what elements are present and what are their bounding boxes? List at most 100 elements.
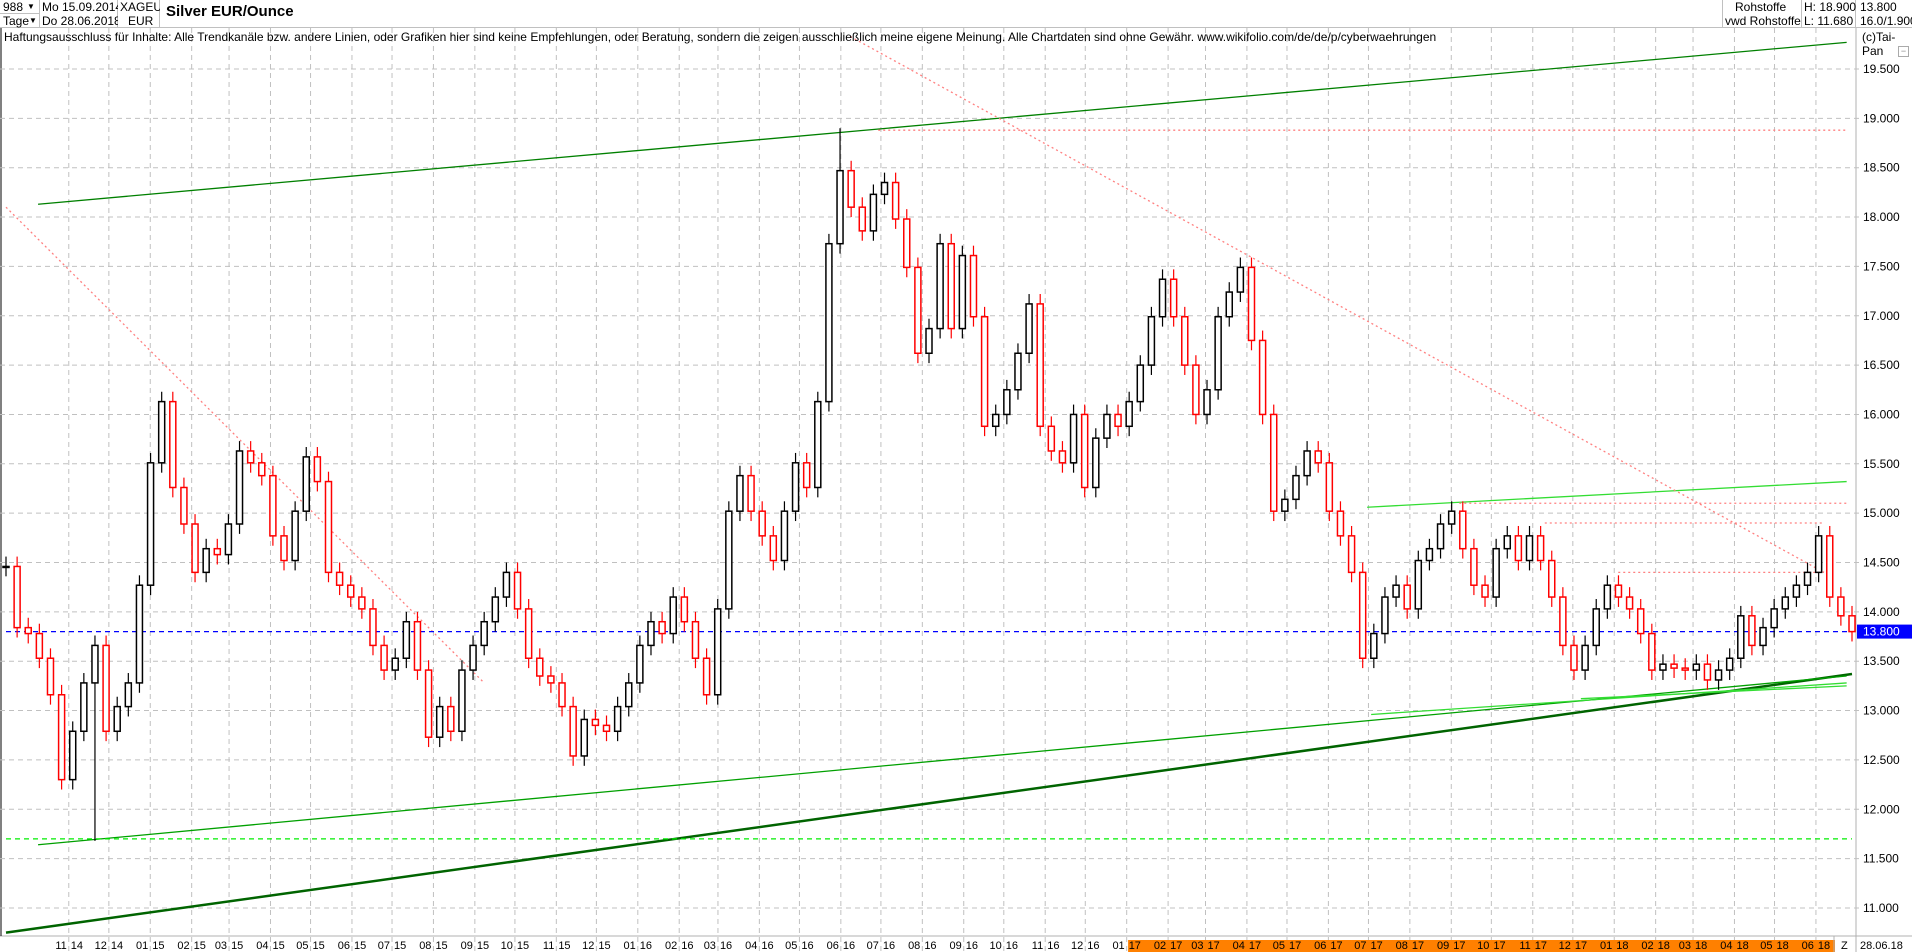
candle: [1414, 550, 1423, 619]
candle-body: [280, 535, 288, 562]
candle: [46, 648, 55, 705]
candle-body: [1192, 364, 1200, 416]
candle: [447, 696, 455, 742]
candle: [1425, 538, 1434, 571]
candle: [1525, 525, 1534, 571]
x-tick-month: 12: [1071, 940, 1083, 952]
x-tick-month: 10: [501, 940, 513, 952]
x-tick-year: 18: [1616, 940, 1628, 952]
x-tick-year: 18: [1736, 940, 1748, 952]
candle: [480, 611, 488, 656]
x-tick-year: 15: [194, 940, 206, 952]
candle-body: [1047, 425, 1056, 452]
candle-body: [1169, 278, 1178, 318]
x-axis: 11 14 12 14 01 15 02 15 03 15 04 15 05 15 06 15 07 15 08 15…: [55, 936, 1903, 952]
candle-body: [847, 169, 855, 208]
x-tick-year: 16: [681, 940, 693, 952]
period-count-select[interactable]: 988 ▼: [0, 0, 40, 14]
candle: [1547, 550, 1556, 607]
candle-body: [324, 480, 333, 574]
candle: [1336, 501, 1345, 546]
candle: [1225, 282, 1234, 327]
candle: [980, 306, 989, 437]
candle: [1814, 525, 1823, 583]
candle-body: [135, 584, 144, 684]
y-tick-label: 15.000: [1863, 506, 1900, 520]
x-tick-year: 15: [272, 940, 284, 952]
candle: [1103, 404, 1111, 449]
candle: [925, 318, 933, 364]
candle-body: [1370, 632, 1378, 659]
candle: [1603, 575, 1612, 619]
candle: [914, 257, 922, 364]
x-tick-month: 04: [1233, 940, 1245, 952]
x-tick-month: 02: [177, 940, 189, 952]
candle-body: [825, 242, 833, 403]
candle: [91, 635, 99, 841]
candle: [491, 587, 500, 632]
candle: [758, 501, 766, 546]
candle: [969, 245, 978, 327]
candle-body: [213, 547, 222, 556]
candle-body: [1614, 584, 1623, 598]
candle-body: [358, 596, 366, 610]
y-tick-label: 17.500: [1863, 259, 1900, 273]
x-tick-year: 16: [761, 940, 773, 952]
candle: [1269, 404, 1278, 522]
end-date: Do 28.06.2018: [42, 14, 121, 28]
x-tick-month: 02: [1641, 940, 1653, 952]
x-tick-month: 03: [704, 940, 716, 952]
candle-body: [224, 523, 233, 556]
candle-body: [1625, 596, 1634, 610]
candle: [536, 648, 544, 686]
dropdown-icon: ▼: [27, 2, 35, 11]
collapse-button[interactable]: −: [1898, 46, 1909, 57]
candle: [524, 599, 533, 669]
candle-body: [413, 620, 422, 671]
x-tick-month: 11: [543, 940, 554, 952]
candle-body: [1470, 547, 1478, 586]
period-unit-select[interactable]: Tage ▼: [0, 14, 40, 28]
candle: [502, 562, 511, 607]
x-tick-year: 15: [435, 940, 447, 952]
candle: [1036, 294, 1044, 437]
candle-body: [391, 657, 399, 671]
candle: [1181, 306, 1189, 375]
x-tick-year: 16: [1006, 940, 1018, 952]
candle: [680, 587, 689, 632]
x-tick-year: 15: [354, 940, 366, 952]
candle-body: [102, 644, 110, 733]
x-tick-year: 16: [1047, 940, 1059, 952]
candle: [102, 635, 110, 742]
candle-body: [258, 462, 266, 477]
candle-body: [491, 596, 500, 623]
candle-body: [1203, 389, 1211, 416]
candle-body: [1503, 535, 1512, 550]
candle: [547, 666, 555, 693]
candle-body: [480, 620, 488, 647]
date-range[interactable]: Mo 15.09.2014 Do 28.06.2018: [40, 0, 122, 28]
candle-body: [24, 626, 32, 635]
x-tick-year: 17: [1249, 940, 1261, 952]
candle-body: [1403, 584, 1411, 610]
trendline: [37, 41, 1847, 205]
x-tick-month: 11: [1032, 940, 1043, 952]
candle: [1737, 605, 1745, 669]
candle-body: [1636, 608, 1645, 635]
y-tick-label: 16.000: [1863, 407, 1900, 421]
candle: [324, 471, 333, 583]
candle-body: [980, 315, 989, 428]
x-end-label: 28.06.18: [1860, 940, 1903, 952]
candle: [1636, 599, 1645, 644]
x-axis-highlight: [1128, 940, 1835, 952]
y-tick-label: 18.500: [1863, 161, 1900, 175]
low-value: L: 11.680: [1804, 14, 1854, 28]
candle-body: [536, 657, 544, 677]
candle-body: [591, 718, 600, 727]
candle: [458, 660, 466, 742]
x-tick-month: 08: [1396, 940, 1408, 952]
candle-body: [1581, 644, 1589, 671]
candle: [947, 233, 955, 339]
y-axis: 19.500 19.000 18.500 18.000 17.500 17.000 16.5…: [1857, 62, 1912, 915]
